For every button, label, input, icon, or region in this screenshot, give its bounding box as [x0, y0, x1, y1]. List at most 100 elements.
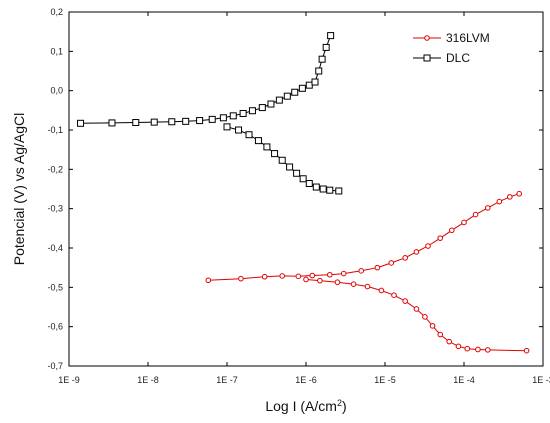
y-tick-label: -0,6	[47, 322, 63, 332]
x-axis-title-sup: 2	[337, 398, 342, 408]
data-point-316lvm	[429, 323, 436, 329]
data-point-316lvm	[446, 338, 453, 345]
legend-item-316lvm: 316LVM	[413, 31, 490, 45]
series-dlc	[77, 32, 343, 195]
data-point-316lvm	[523, 347, 530, 354]
data-point-dlc	[319, 185, 327, 193]
data-point-dlc	[77, 119, 85, 127]
data-point-dlc	[248, 107, 256, 115]
data-point-dlc	[293, 169, 301, 177]
data-point-dlc	[208, 115, 216, 123]
x-axis-title-main: Log I (A/cm	[265, 398, 337, 414]
data-point-316lvm	[388, 260, 395, 266]
data-point-dlc	[275, 96, 283, 104]
y-axis-ticks: 0,2 0,1 0,0 -0,1 -0,2 -0,3 -0,4 -0,5 -0,6 -0,7	[47, 7, 543, 371]
y-tick-label: 0,1	[50, 46, 63, 56]
data-point-dlc	[278, 156, 286, 164]
data-point-dlc	[258, 104, 266, 112]
data-point-316lvm	[413, 249, 420, 255]
series-line-dlc-0	[80, 35, 332, 124]
plot-frame	[68, 11, 544, 367]
series-line-316lvm-0	[208, 193, 520, 281]
data-point-dlc	[311, 78, 319, 86]
y-tick-label: -0,5	[47, 282, 63, 292]
data-point-dlc	[327, 32, 335, 40]
y-tick-label: 0,2	[50, 7, 63, 17]
x-axis-ticks: 1E -9 1E -8 1E -7 1E -6 1E -5 1E -4 1E -3	[58, 12, 550, 385]
data-point-316lvm	[413, 306, 420, 312]
legend-item-dlc: DLC	[413, 51, 470, 65]
data-point-dlc	[267, 100, 275, 108]
series-layer	[77, 32, 530, 354]
data-point-dlc	[318, 55, 326, 63]
data-point-dlc	[315, 67, 323, 75]
legend-label-316lvm: 316LVM	[446, 31, 490, 45]
legend-marker-dlc	[423, 54, 431, 62]
data-point-316lvm	[261, 273, 268, 280]
data-point-dlc	[305, 179, 313, 187]
data-point-316lvm	[516, 190, 523, 197]
data-point-316lvm	[472, 211, 479, 218]
data-point-dlc	[263, 143, 271, 151]
data-point-316lvm	[326, 271, 333, 278]
data-point-316lvm	[303, 276, 309, 283]
data-point-dlc	[196, 117, 204, 125]
x-tick-label: 1E -9	[58, 375, 80, 385]
x-tick-label: 1E -6	[295, 375, 317, 385]
data-point-316lvm	[455, 343, 462, 350]
x-tick-label: 1E -4	[453, 375, 475, 385]
data-point-316lvm	[309, 272, 316, 279]
data-point-316lvm	[391, 292, 397, 299]
data-point-316lvm	[422, 314, 428, 320]
data-point-316lvm	[437, 235, 444, 241]
data-point-dlc	[229, 112, 237, 120]
data-point-dlc	[254, 137, 262, 145]
data-point-316lvm	[496, 198, 503, 205]
data-point-316lvm	[425, 243, 431, 249]
x-tick-label: 1E -8	[137, 375, 159, 385]
data-point-dlc	[239, 109, 247, 117]
data-point-dlc	[286, 163, 294, 171]
data-point-316lvm	[378, 287, 385, 294]
data-point-dlc	[150, 118, 158, 126]
data-point-dlc	[291, 88, 299, 96]
data-point-316lvm	[484, 205, 491, 211]
data-point-316lvm	[334, 279, 341, 286]
data-point-dlc	[219, 114, 227, 122]
data-point-316lvm	[484, 347, 491, 353]
data-point-316lvm	[238, 275, 244, 282]
data-point-316lvm	[205, 277, 212, 284]
data-point-dlc	[335, 187, 343, 195]
data-point-316lvm	[350, 281, 357, 287]
data-point-dlc	[326, 186, 334, 194]
x-tick-label: 1E -5	[374, 375, 396, 385]
y-axis-title: Potencial (V) vs Ag/AgCl	[11, 113, 27, 266]
y-tick-label: -0,2	[47, 164, 63, 174]
data-point-316lvm	[364, 283, 371, 290]
data-point-316lvm	[358, 268, 365, 274]
data-point-316lvm	[402, 255, 408, 261]
data-point-316lvm	[317, 277, 323, 284]
data-point-dlc	[223, 123, 231, 131]
data-point-dlc	[245, 131, 253, 139]
data-point-316lvm	[461, 219, 467, 226]
data-point-dlc	[271, 150, 279, 158]
data-point-316lvm	[475, 346, 481, 353]
series-line-316lvm-1	[305, 279, 527, 352]
x-axis-title-end: )	[342, 398, 347, 414]
data-point-316lvm	[402, 298, 408, 304]
y-tick-label: -0,3	[47, 204, 63, 214]
series-316lvm	[205, 190, 530, 354]
data-point-dlc	[108, 119, 116, 127]
legend: 316LVM DLC	[413, 31, 490, 65]
data-point-dlc	[235, 126, 243, 134]
x-axis-title: Log I (A/cm2)	[265, 398, 346, 414]
data-point-316lvm	[448, 227, 455, 234]
data-point-dlc	[305, 81, 313, 89]
data-point-dlc	[322, 43, 330, 51]
x-tick-label: 1E -7	[216, 375, 238, 385]
data-point-dlc	[182, 117, 190, 125]
data-point-dlc	[312, 183, 320, 191]
y-tick-label: -0,4	[47, 243, 63, 253]
